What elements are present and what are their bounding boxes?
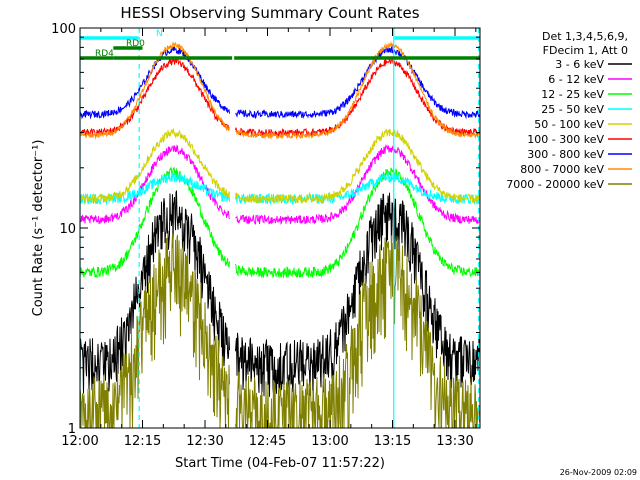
- footer-timestamp: 26-Nov-2009 02:09: [560, 468, 637, 477]
- x-tick-label: 12:15: [124, 434, 161, 449]
- y-tick-label: 100: [51, 22, 76, 37]
- axes: 12:00 12:15 12:30 12:45 13:00 13:15 13:30 1 10 10…: [51, 22, 481, 449]
- x-tick-label: 13:30: [436, 434, 473, 449]
- x-tick-label: 12:30: [186, 434, 223, 449]
- x-tick-label: 13:00: [311, 434, 348, 449]
- x-tick-label: 12:00: [61, 434, 98, 449]
- legend-entry-label: 100 - 300 keV: [527, 133, 604, 146]
- marker-label-rd0: RD0: [126, 39, 145, 49]
- series-line-0: [80, 189, 480, 397]
- marker-label-n: N: [156, 29, 163, 39]
- series-line-8: [80, 234, 480, 428]
- legend-header-line: FDecim 1, Att 0: [543, 44, 628, 57]
- legend-entry-label: 300 - 800 keV: [527, 148, 604, 161]
- y-tick-label: 1: [68, 422, 76, 437]
- legend-header-line: Det 1,3,4,5,6,9,: [542, 30, 628, 43]
- series-line-7: [80, 41, 480, 141]
- series-line-2: [80, 166, 480, 279]
- legend-entry-label: 3 - 6 keV: [555, 58, 604, 71]
- legend-entry-label: 50 - 100 keV: [534, 118, 604, 131]
- plot-area: N RD0 RD4: [80, 28, 480, 428]
- x-axis-label: Start Time (04-Feb-07 11:57:22): [175, 456, 385, 471]
- legend-entry-label: 12 - 25 keV: [541, 88, 604, 101]
- legend-entry-label: 800 - 7000 keV: [520, 163, 604, 176]
- x-tick-label: 13:15: [374, 434, 411, 449]
- series-line-4: [80, 128, 480, 205]
- x-tick-label: 12:45: [249, 434, 286, 449]
- legend-entry-label: 25 - 50 keV: [541, 103, 604, 116]
- y-axis-label: Count Rate (s⁻¹ detector⁻¹): [31, 140, 46, 317]
- marker-label-rd4: RD4: [95, 49, 114, 59]
- series-line-5: [80, 57, 480, 138]
- legend-entry-label: 6 - 12 keV: [548, 73, 604, 86]
- chart-title: HESSI Observing Summary Count Rates: [120, 4, 419, 22]
- legend: Det 1,3,4,5,6,9,FDecim 1, Att 03 - 6 keV…: [506, 30, 632, 191]
- plot-clip-group: [80, 28, 480, 428]
- legend-entry-label: 7000 - 20000 keV: [506, 178, 604, 191]
- y-tick-label: 10: [59, 222, 76, 237]
